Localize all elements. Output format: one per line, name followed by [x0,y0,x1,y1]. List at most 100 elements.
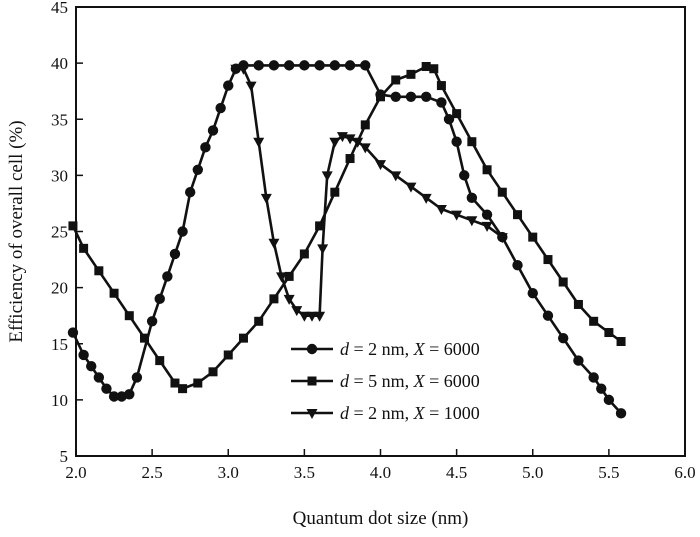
x-tick-label: 3.5 [294,463,315,482]
data-point [238,333,248,343]
data-point [542,310,554,321]
data-point [208,367,218,377]
x-tick-label: 6.0 [674,463,695,482]
data-point [467,137,477,147]
data-point [329,137,341,148]
data-point [616,337,626,347]
data-point [215,102,226,114]
x-axis-title: Quantum dot size (nm) [293,508,469,529]
legend-label-part: = 6000 [425,371,480,391]
y-tick-label: 40 [51,54,68,73]
data-point [558,332,569,344]
data-point [298,311,310,322]
data-point [481,209,493,220]
data-point [299,60,310,71]
data-point [237,64,249,75]
legend-label-part: = 1000 [425,403,480,423]
series-2 [68,61,626,394]
legend-item: d = 5 nm, X = 6000 [291,371,480,391]
data-point [451,136,462,147]
y-tick-label: 10 [51,391,68,410]
data-point [68,221,78,231]
y-tick-label: 15 [51,335,68,354]
x-tick-label: 2.0 [65,463,86,482]
data-point [482,165,492,175]
data-point [573,299,583,309]
data-point [596,383,607,394]
data-point [315,221,325,231]
data-point [108,391,120,402]
legend-marker [306,409,318,419]
data-point [466,192,478,204]
data-point [184,187,196,198]
data-point [317,244,329,255]
data-point [615,408,627,419]
data-point [603,394,615,406]
data-point [131,372,143,383]
data-point [390,91,401,103]
data-point [321,171,333,182]
data-point [192,164,203,175]
data-point [344,134,356,145]
data-point [558,277,568,287]
data-point [443,114,455,125]
data-point [329,60,341,71]
data-point [207,125,219,136]
x-tick-label: 5.5 [598,463,619,482]
legend-label: d = 5 nm, X = 6000 [340,371,480,391]
data-point [436,97,447,108]
data-point [375,160,386,171]
data-point [94,266,104,276]
data-point [140,333,150,343]
data-point [230,64,242,75]
series-1 [67,60,627,419]
x-tick-label: 4.5 [446,463,467,482]
data-point [193,378,203,388]
data-point [283,294,295,305]
data-point [466,216,478,227]
data-point [421,61,431,71]
data-point [78,349,89,361]
data-point [513,210,523,220]
data-point [155,356,165,366]
legend-label: d = 2 nm, X = 1000 [340,403,480,423]
series-layer [67,60,627,419]
data-point [276,272,288,283]
data-point [93,372,105,383]
data-point [162,271,173,282]
data-point [223,350,233,360]
series-line [235,67,504,318]
x-tick-label: 2.5 [142,463,163,482]
legend-label-part: X [413,371,426,391]
legend-label-part: X [413,403,426,423]
data-point [589,316,599,326]
data-point [79,243,89,253]
data-point [420,193,432,204]
data-point [420,91,432,103]
data-point [170,378,180,388]
legend-label-part: d [340,339,350,359]
data-point [390,171,402,182]
data-point [527,288,538,299]
data-point [406,69,416,79]
y-tick-label: 35 [51,110,68,129]
data-point [459,170,470,181]
data-point [124,311,134,321]
data-point [405,182,417,193]
legend-label-part: = 5 nm, [349,371,414,391]
data-point [245,81,257,92]
y-tick-label: 25 [51,223,68,242]
data-point [359,143,371,154]
data-point [268,238,280,249]
data-point [451,210,463,221]
data-point [452,109,462,119]
y-tick-label: 20 [51,279,68,298]
legend-item: d = 2 nm, X = 6000 [291,339,480,359]
y-tick-label: 30 [51,166,68,185]
data-point [344,60,356,71]
data-point [253,60,264,71]
data-point [306,311,318,322]
data-point [284,271,294,281]
